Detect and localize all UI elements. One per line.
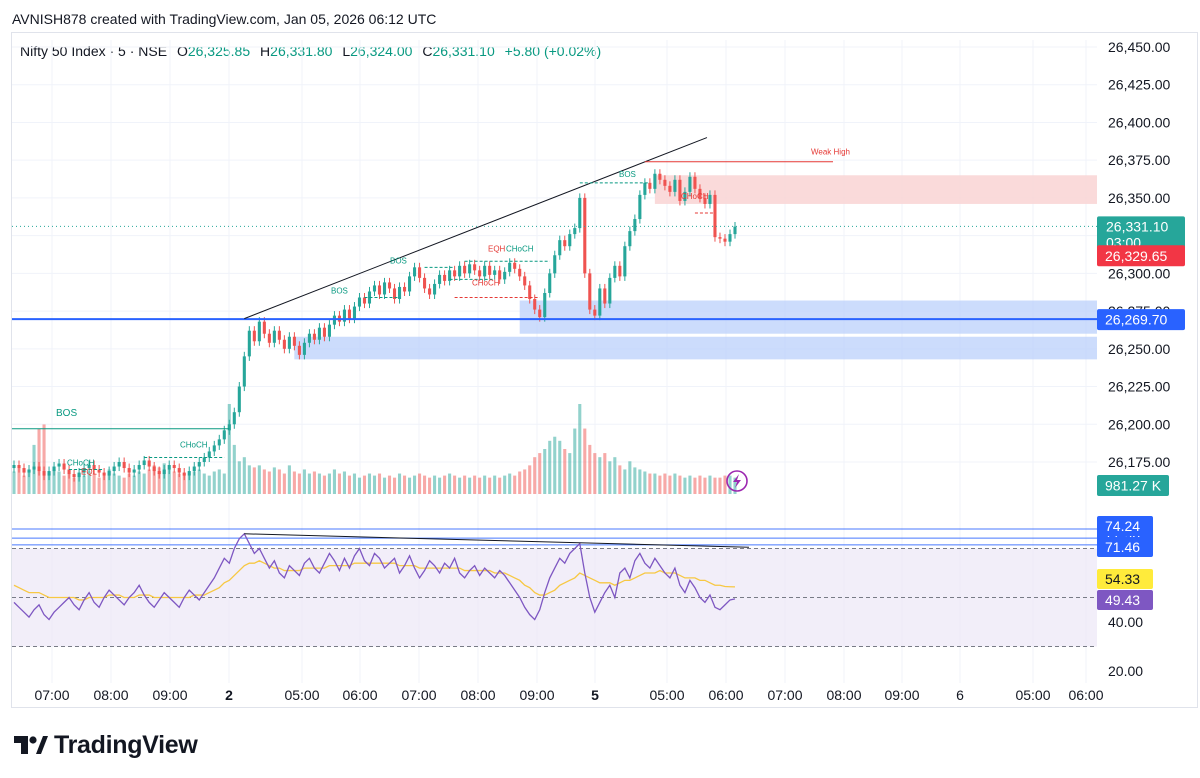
chart-header: AVNISH878 created with TradingView.com, …: [12, 11, 437, 27]
close-label: C: [422, 43, 433, 59]
open-value: 26,325.85: [187, 43, 251, 59]
ohlc-legend: Nifty 50 Index · 5 · NSE O26,325.85 H26,…: [20, 43, 601, 59]
high-label: H: [260, 43, 271, 59]
low-value: 26,324.00: [350, 43, 413, 59]
open-label: O: [176, 43, 188, 59]
symbol-label[interactable]: Nifty 50 Index · 5 · NSE: [20, 43, 168, 59]
tradingview-logo[interactable]: TradingView: [14, 731, 198, 759]
chart-frame: [11, 32, 1198, 708]
tradingview-logo-icon: [14, 736, 48, 754]
change-value: +5.80 (+0.02%): [504, 43, 602, 59]
tradingview-logo-text: TradingView: [54, 730, 198, 759]
low-label: L: [342, 43, 351, 59]
high-value: 26,331.80: [270, 43, 333, 59]
close-value: 26,331.10: [432, 43, 495, 59]
